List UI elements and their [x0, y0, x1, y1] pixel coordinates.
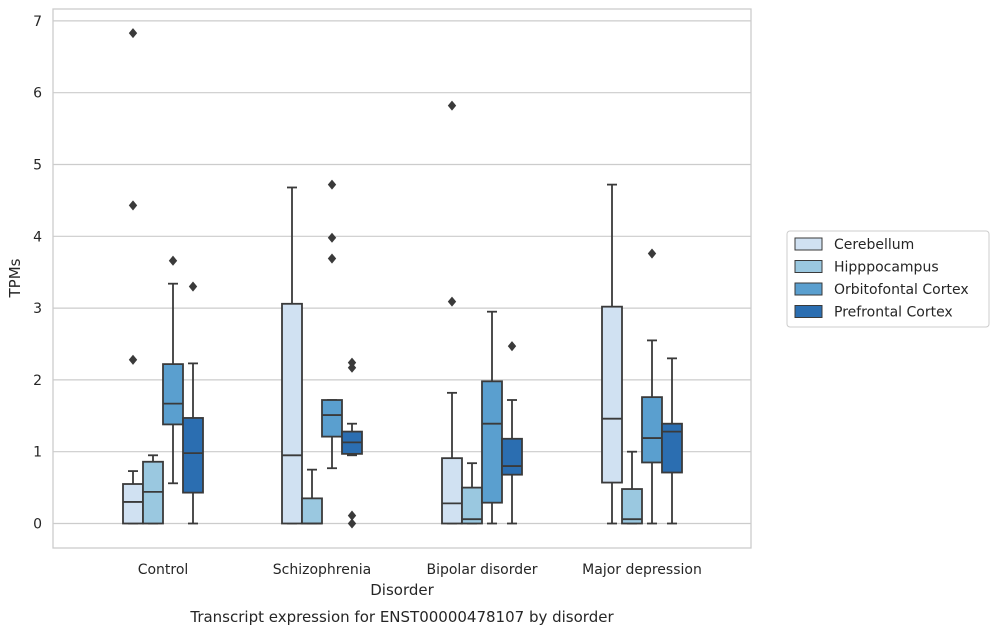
outlier-point: [347, 518, 357, 529]
y-tick-label: 6: [33, 86, 42, 102]
plot-frame: [52, 8, 752, 549]
outlier-point: [128, 200, 138, 211]
y-tick-label: 5: [33, 158, 42, 174]
box-body: [661, 422, 683, 474]
outlier-point: [647, 248, 657, 259]
box-body: [501, 437, 523, 476]
box-hipppocampus-3: [621, 450, 643, 525]
box-body: [641, 396, 663, 464]
legend-swatch: [794, 260, 823, 273]
outlier-point: [168, 255, 178, 266]
box-orbitofontal-cortex-3: [641, 248, 663, 525]
y-tick-label: 1: [33, 445, 42, 461]
box-prefrontal-cortex-0: [182, 281, 204, 525]
box-body: [441, 457, 463, 525]
x-tick-label: Major depression: [582, 562, 702, 578]
x-tick-label: Control: [138, 562, 189, 578]
legend-entry-label: Cerebellum: [834, 237, 914, 253]
y-axis-ticks: 0 1 2 3 4 5 6 7: [33, 14, 42, 533]
outlier-point: [128, 354, 138, 365]
outlier-point: [347, 510, 357, 521]
box-prefrontal-cortex-1: [341, 357, 363, 529]
box-orbitofontal-cortex-0: [162, 255, 184, 485]
legend-box: [786, 230, 990, 328]
legend-swatch: [794, 237, 823, 251]
outlier-point: [188, 281, 198, 292]
y-tick-label: 4: [33, 229, 42, 245]
box-body: [601, 305, 623, 484]
x-axis-label: Disorder: [370, 581, 434, 599]
box-body: [301, 497, 323, 525]
box-body: [182, 417, 204, 494]
outlier-point: [128, 28, 138, 39]
x-tick-label: Schizophrenia: [273, 562, 371, 578]
outlier-point: [447, 296, 457, 307]
box-cerebellum-1: [281, 186, 303, 525]
outlier-point: [347, 357, 357, 368]
legend-entry-label: Orbitofontal Cortex: [834, 282, 969, 298]
box-body: [461, 486, 483, 525]
chart-caption: Transcript expression for ENST0000047810…: [189, 608, 614, 626]
legend-entry-label: Prefrontal Cortex: [834, 305, 953, 321]
outlier-point: [447, 100, 457, 111]
box-cerebellum-2: [441, 100, 463, 525]
legend-swatch: [794, 305, 823, 318]
legend-entry-label: Hipppocampus: [834, 260, 939, 276]
box-body: [321, 399, 343, 438]
legend-swatch: [794, 282, 823, 296]
box-hipppocampus-1: [301, 468, 323, 525]
box-prefrontal-cortex-2: [501, 341, 523, 525]
outlier-point: [327, 253, 337, 264]
x-axis-ticks: Control Schizophrenia Bipolar disorder Majo…: [138, 562, 702, 578]
y-tick-label: 3: [33, 301, 42, 317]
box-cerebellum-3: [601, 183, 623, 525]
box-body: [621, 488, 643, 525]
outlier-point: [507, 341, 517, 352]
box-body: [162, 363, 184, 426]
y-axis-label: TPMs: [6, 258, 24, 298]
y-tick-label: 7: [33, 14, 42, 30]
y-tick-label: 2: [33, 373, 42, 389]
box-body: [122, 483, 144, 525]
box-cerebellum-0: [122, 28, 144, 525]
box-body: [481, 380, 503, 504]
outlier-point: [327, 232, 337, 243]
x-tick-label: Bipolar disorder: [426, 562, 537, 578]
box-orbitofontal-cortex-1: [321, 179, 343, 470]
outlier-point: [327, 179, 337, 190]
box-hipppocampus-0: [142, 454, 164, 525]
box-prefrontal-cortex-3: [661, 357, 683, 525]
legend: Cerebellum Hipppocampus Orbitofontal Corte…: [786, 230, 990, 328]
y-tick-label: 0: [33, 517, 42, 533]
box-plot-area: [122, 28, 683, 529]
box-hipppocampus-2: [461, 462, 483, 525]
box-body: [281, 302, 303, 525]
